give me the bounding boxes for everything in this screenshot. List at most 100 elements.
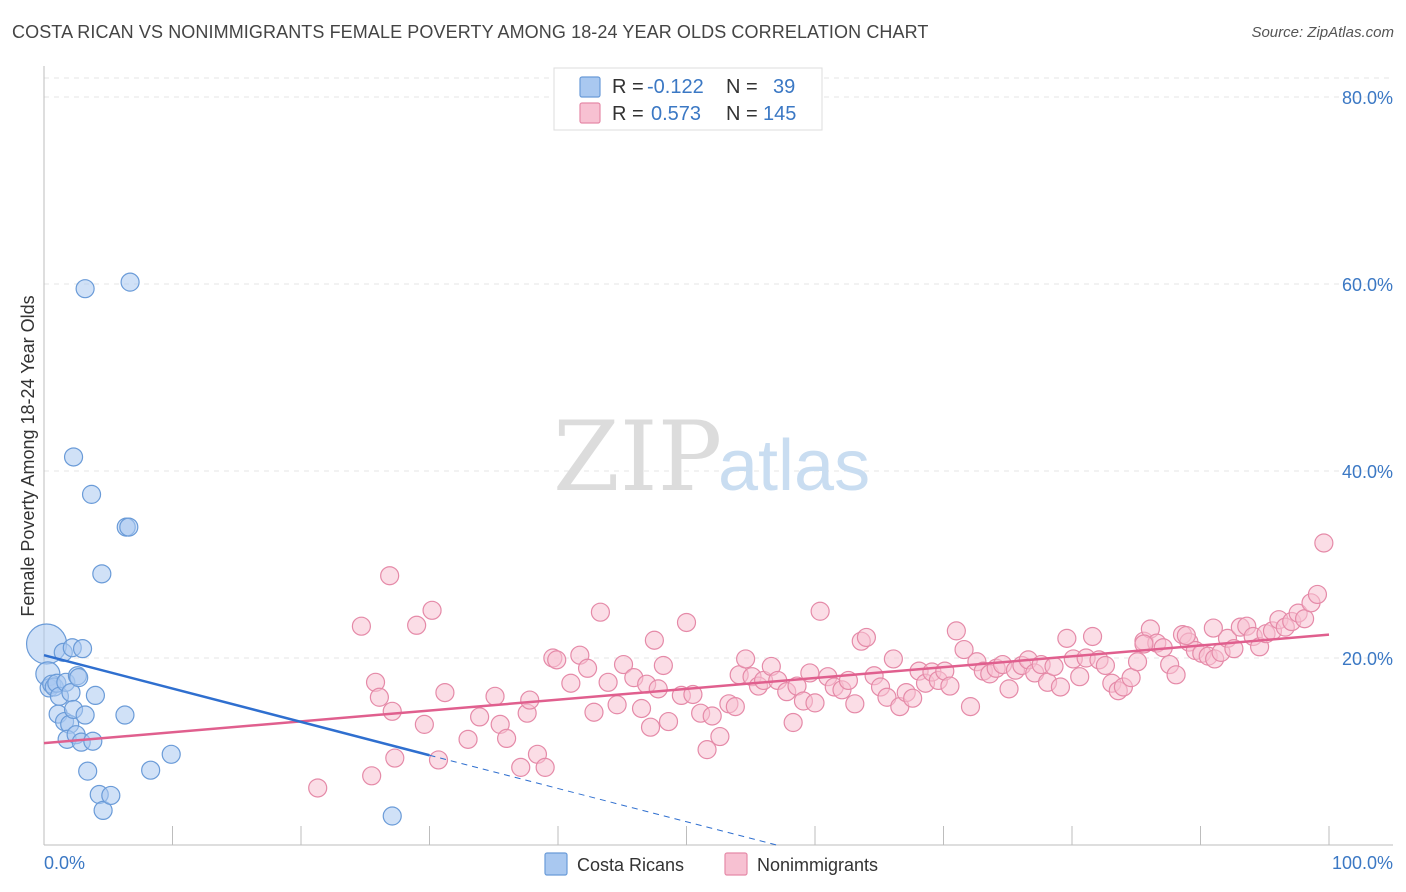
data-point-costa-ricans — [69, 668, 89, 688]
trend-line-costa-ricans — [43, 653, 430, 757]
data-point-nonimmigrants — [380, 566, 400, 586]
nonimmigrants-points — [308, 533, 1334, 798]
data-point-costa-ricans — [141, 760, 161, 780]
data-point-costa-ricans — [119, 517, 139, 537]
data-point-nonimmigrants — [697, 740, 717, 760]
data-point-nonimmigrants — [1166, 665, 1186, 685]
legend-bottom-label: Costa Ricans — [577, 855, 684, 875]
data-point-nonimmigrants — [805, 693, 825, 713]
data-point-nonimmigrants — [470, 707, 490, 727]
data-point-nonimmigrants — [535, 757, 555, 777]
data-point-costa-ricans — [72, 639, 93, 659]
data-point-nonimmigrants — [351, 616, 371, 636]
data-point-nonimmigrants — [1044, 656, 1064, 677]
y-tick-label: 40.0% — [1342, 462, 1393, 482]
data-point-costa-ricans — [101, 785, 121, 806]
data-point-nonimmigrants — [940, 676, 960, 696]
data-point-nonimmigrants — [883, 649, 903, 669]
data-point-costa-ricans — [83, 731, 103, 751]
data-point-nonimmigrants — [1203, 618, 1223, 638]
data-point-costa-ricans — [115, 705, 135, 725]
legend-stats: R = -0.122 N = 39 R = 0.573 N = 145 — [553, 67, 823, 131]
data-point-nonimmigrants — [590, 602, 611, 622]
y-axis-label: Female Poverty Among 18-24 Year Olds — [18, 295, 38, 616]
data-point-nonimmigrants — [1070, 667, 1090, 687]
data-point-nonimmigrants — [1176, 625, 1196, 646]
data-point-nonimmigrants — [1134, 634, 1154, 654]
y-tick-label: 80.0% — [1342, 88, 1393, 108]
data-point-nonimmigrants — [653, 655, 673, 676]
data-point-nonimmigrants — [308, 778, 328, 798]
legend-bottom-label: Nonimmigrants — [757, 855, 878, 875]
data-point-nonimmigrants — [710, 726, 730, 747]
legend-swatch-nonimmigrants — [579, 102, 601, 124]
data-point-nonimmigrants — [702, 706, 722, 726]
data-point-costa-ricans — [93, 800, 113, 821]
data-point-costa-ricans — [120, 272, 140, 292]
data-point-nonimmigrants — [946, 621, 966, 641]
y-tick-label: 20.0% — [1342, 649, 1393, 669]
legend-bottom-swatch-costa-ricans — [544, 852, 568, 876]
data-point-nonimmigrants — [407, 615, 427, 635]
data-point-nonimmigrants — [362, 766, 382, 786]
data-point-nonimmigrants — [1307, 584, 1328, 605]
data-point-nonimmigrants — [1057, 628, 1077, 648]
x-tick-label: 0.0% — [44, 853, 85, 873]
watermark: ZIP atlas — [553, 401, 870, 513]
data-point-nonimmigrants — [644, 630, 664, 650]
data-point-nonimmigrants — [658, 711, 679, 732]
data-point-nonimmigrants — [631, 698, 652, 719]
data-point-costa-ricans — [92, 564, 112, 584]
axes — [43, 66, 1393, 846]
data-point-nonimmigrants — [1050, 677, 1071, 697]
data-point-nonimmigrants — [511, 757, 531, 777]
data-point-nonimmigrants — [382, 701, 402, 721]
data-point-nonimmigrants — [485, 686, 505, 706]
trend-line-costa-ricans-extension — [429, 754, 777, 846]
y-tick-label: 60.0% — [1342, 275, 1393, 295]
legend-n-value: 145 — [763, 103, 796, 125]
data-point-costa-ricans — [75, 279, 95, 299]
data-point-nonimmigrants — [547, 650, 567, 670]
watermark-zip: ZIP — [553, 401, 722, 513]
data-point-nonimmigrants — [683, 684, 703, 705]
data-point-costa-ricans — [81, 484, 102, 504]
data-point-nonimmigrants — [1127, 652, 1148, 672]
data-point-nonimmigrants — [369, 687, 389, 707]
data-point-nonimmigrants — [458, 729, 478, 749]
data-point-nonimmigrants — [954, 639, 974, 660]
data-point-nonimmigrants — [676, 612, 697, 633]
tick-labels: 20.0% 40.0% 60.0% 80.0% 0.0% 100.0% — [44, 88, 1393, 873]
legend-n-label: N = — [726, 103, 758, 125]
source-credit: Source: ZipAtlas.com — [1251, 24, 1394, 41]
data-point-nonimmigrants — [1082, 626, 1103, 647]
data-point-nonimmigrants — [520, 690, 540, 710]
data-point-nonimmigrants — [428, 750, 449, 770]
data-point-nonimmigrants — [640, 717, 661, 737]
data-point-nonimmigrants — [736, 649, 756, 669]
data-point-costa-ricans — [85, 685, 106, 706]
costa-ricans-points — [25, 272, 402, 826]
legend-r-label: R = — [612, 76, 644, 98]
legend-n-label: N = — [726, 76, 758, 98]
gridlines — [44, 77, 1393, 659]
data-point-costa-ricans — [161, 744, 181, 764]
x-tick-label: 100.0% — [1332, 853, 1393, 873]
legend-r-value: 0.573 — [651, 103, 701, 125]
data-point-costa-ricans — [78, 761, 98, 781]
data-point-nonimmigrants — [810, 601, 830, 621]
data-point-nonimmigrants — [561, 673, 581, 693]
data-point-nonimmigrants — [999, 679, 1019, 699]
data-point-nonimmigrants — [856, 627, 877, 648]
data-point-nonimmigrants — [725, 697, 745, 717]
data-point-nonimmigrants — [584, 702, 604, 722]
data-point-nonimmigrants — [960, 697, 981, 717]
data-point-nonimmigrants — [598, 672, 618, 692]
data-point-nonimmigrants — [385, 748, 405, 768]
data-point-nonimmigrants — [1314, 533, 1334, 553]
chart-title: COSTA RICAN VS NONIMMIGRANTS FEMALE POVE… — [12, 22, 929, 42]
data-point-nonimmigrants — [414, 714, 434, 734]
trend-line-nonimmigrants — [43, 633, 1330, 745]
data-point-nonimmigrants — [648, 679, 668, 699]
